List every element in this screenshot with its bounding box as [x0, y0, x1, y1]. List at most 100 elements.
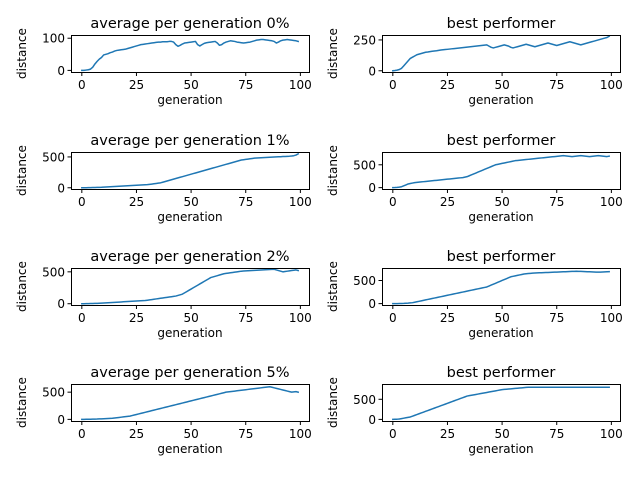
axes-frame — [71, 384, 310, 422]
subplot-title: average per generation 2% — [90, 249, 289, 265]
x-tick-label: 100 — [289, 427, 312, 441]
x-axis-label: generation — [468, 442, 533, 456]
x-tick-label: 25 — [129, 427, 144, 441]
subplot-title: average per generation 0% — [90, 16, 289, 32]
x-tick-label: 50 — [183, 78, 198, 92]
x-tick-label: 75 — [238, 311, 253, 325]
x-tick-label: 75 — [549, 78, 564, 92]
subplot-title: best performer — [447, 365, 556, 381]
y-tick-label: 0 — [57, 297, 65, 311]
y-tick-label: 500 — [353, 393, 376, 407]
y-tick-label: 100 — [42, 32, 65, 46]
x-tick-label: 50 — [183, 195, 198, 209]
axes-frame — [71, 35, 310, 73]
series-line — [392, 386, 610, 421]
subplot-title: average per generation 5% — [90, 365, 289, 381]
x-tick-label: 100 — [600, 78, 623, 92]
y-axis-label: distance — [15, 261, 29, 312]
series-line — [81, 38, 300, 72]
series-line — [392, 154, 611, 189]
x-tick-label: 25 — [129, 78, 144, 92]
axes-frame — [71, 152, 310, 190]
x-tick-label: 50 — [183, 427, 198, 441]
x-tick-label: 25 — [440, 311, 455, 325]
x-axis-label: generation — [157, 93, 222, 107]
x-tick-label: 100 — [289, 195, 312, 209]
y-tick-label: 0 — [57, 64, 65, 78]
x-tick-label: 100 — [600, 427, 623, 441]
x-axis-label: generation — [468, 326, 533, 340]
x-axis-label: generation — [157, 442, 222, 456]
axes-frame — [382, 35, 621, 73]
subplot-title: best performer — [447, 133, 556, 149]
x-tick-label: 25 — [129, 195, 144, 209]
y-axis-label: distance — [326, 145, 340, 196]
y-axis-label: distance — [326, 28, 340, 79]
y-tick-label: 500 — [42, 150, 65, 164]
y-axis-label: distance — [15, 377, 29, 428]
x-tick-label: 50 — [494, 195, 509, 209]
x-tick-label: 75 — [238, 195, 253, 209]
y-axis-label: distance — [15, 28, 29, 79]
x-axis-label: generation — [157, 326, 222, 340]
y-tick-label: 0 — [57, 413, 65, 427]
subplot-title: best performer — [447, 16, 556, 32]
x-tick-label: 75 — [238, 427, 253, 441]
y-tick-label: 250 — [353, 33, 376, 47]
x-axis-label: generation — [468, 93, 533, 107]
subplot-6: 0 25 50 75 100 0 500 best performer generation di… — [326, 249, 623, 340]
series-line — [391, 35, 611, 72]
x-tick-label: 75 — [549, 195, 564, 209]
subplot-title: average per generation 1% — [90, 133, 289, 149]
y-tick-label: 0 — [57, 181, 65, 195]
y-tick-label: 500 — [42, 386, 65, 400]
x-tick-label: 100 — [289, 311, 312, 325]
y-tick-label: 500 — [353, 158, 376, 172]
x-tick-label: 50 — [494, 78, 509, 92]
x-tick-label: 25 — [129, 311, 144, 325]
x-tick-label: 0 — [78, 78, 86, 92]
axes-frame — [382, 268, 621, 306]
y-axis-label: distance — [326, 377, 340, 428]
y-axis-label: distance — [15, 145, 29, 196]
subplot-7: 0 25 50 75 100 0 500 average per generation 5% g… — [15, 365, 312, 456]
subplot-2: 0 25 50 75 100 0 250 best performer generation di… — [326, 16, 623, 107]
y-tick-label: 500 — [42, 265, 65, 279]
x-tick-label: 0 — [389, 78, 397, 92]
x-axis-label: generation — [157, 210, 222, 224]
series-line — [81, 152, 300, 189]
y-tick-label: 500 — [353, 274, 376, 288]
x-tick-label: 100 — [289, 78, 312, 92]
x-tick-label: 100 — [600, 311, 623, 325]
subplot-title: best performer — [447, 249, 556, 265]
x-tick-label: 25 — [440, 78, 455, 92]
axes-frame — [382, 152, 621, 190]
axes-frame — [382, 384, 621, 422]
x-tick-label: 0 — [78, 311, 86, 325]
subplot-3: 0 25 50 75 100 0 500 average per generation 1% g… — [15, 133, 312, 224]
y-tick-label: 0 — [368, 181, 376, 195]
series-line — [81, 268, 300, 305]
x-tick-label: 75 — [238, 78, 253, 92]
x-tick-label: 0 — [389, 311, 397, 325]
subplot-8: 0 25 50 75 100 0 500 best performer generation di… — [326, 365, 623, 456]
x-tick-label: 0 — [389, 195, 397, 209]
x-tick-label: 50 — [183, 311, 198, 325]
x-tick-label: 0 — [78, 427, 86, 441]
y-tick-label: 0 — [368, 297, 376, 311]
subplot-1: 0 25 50 75 100 0 100 average per generation 0% g… — [15, 16, 312, 107]
x-tick-label: 25 — [440, 427, 455, 441]
subplot-4: 0 25 50 75 100 0 500 best performer generation di… — [326, 133, 623, 224]
x-tick-label: 75 — [549, 427, 564, 441]
x-tick-label: 75 — [549, 311, 564, 325]
x-tick-label: 0 — [78, 195, 86, 209]
y-tick-label: 0 — [368, 64, 376, 78]
subplot-5: 0 25 50 75 100 0 500 average per generation 2% g… — [15, 249, 312, 340]
x-tick-label: 25 — [440, 195, 455, 209]
x-tick-label: 50 — [494, 311, 509, 325]
x-tick-label: 50 — [494, 427, 509, 441]
series-line — [81, 385, 300, 421]
axes-frame — [71, 268, 310, 306]
